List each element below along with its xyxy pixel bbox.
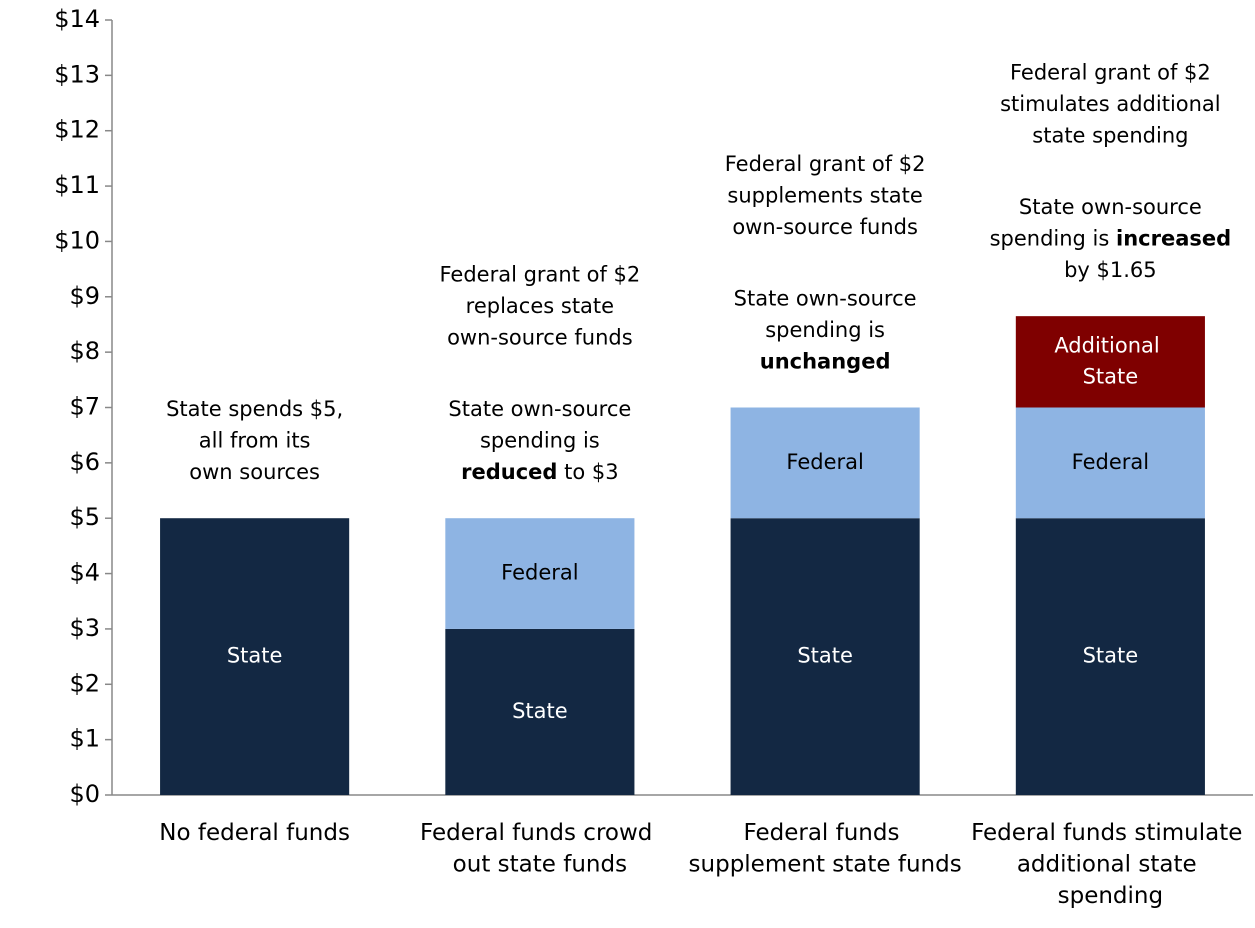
annotation-text: State own-source bbox=[1019, 195, 1202, 219]
annotation-text: spending is bbox=[990, 227, 1110, 251]
y-tick-label: $2 bbox=[69, 669, 100, 697]
annotation-text: Federal grant of $2 bbox=[439, 263, 640, 287]
annotation-text: own-source funds bbox=[447, 326, 633, 350]
annotation: State own-source bbox=[1019, 195, 1202, 219]
annotation-text: own-source funds bbox=[732, 215, 918, 239]
annotation: Federal grant of $2 bbox=[1010, 61, 1211, 85]
annotation: State own-source bbox=[734, 287, 917, 311]
y-tick-label: $8 bbox=[69, 337, 100, 365]
annotation: own-source funds bbox=[732, 215, 918, 239]
segment-label: State bbox=[1083, 644, 1139, 668]
annotation-text: Federal grant of $2 bbox=[725, 152, 926, 176]
annotation-text: all from its bbox=[199, 429, 311, 453]
y-tick-label: $9 bbox=[69, 282, 100, 310]
annotation-text: unchanged bbox=[760, 350, 891, 374]
y-tick-label: $11 bbox=[54, 171, 100, 199]
annotation-text: Federal grant of $2 bbox=[1010, 61, 1211, 85]
annotation: own sources bbox=[189, 460, 320, 484]
y-tick-label: $3 bbox=[69, 614, 100, 642]
y-tick-label: $1 bbox=[69, 725, 100, 753]
annotation-text: increased bbox=[1116, 227, 1231, 251]
y-tick-label: $14 bbox=[54, 5, 100, 33]
bar-segment bbox=[1015, 518, 1205, 795]
segment-label: State bbox=[512, 699, 568, 723]
y-tick-label: $13 bbox=[54, 60, 100, 88]
y-tick-label: $6 bbox=[69, 448, 100, 476]
annotation-text: replaces state bbox=[466, 294, 614, 318]
annotation: supplements state bbox=[727, 184, 922, 208]
annotation-text: spending is bbox=[765, 318, 885, 342]
annotation-text: State own-source bbox=[448, 397, 631, 421]
annotation: replaces state bbox=[466, 294, 614, 318]
annotation: spending is bbox=[765, 318, 885, 342]
annotation-text: State own-source bbox=[734, 287, 917, 311]
segment-label: Federal bbox=[501, 561, 578, 585]
annotation-text: spending is bbox=[480, 429, 600, 453]
annotation: State spends $5, bbox=[166, 397, 343, 421]
annotation-text: state spending bbox=[1032, 124, 1188, 148]
annotation-text: supplements state bbox=[727, 184, 922, 208]
bar-segment bbox=[1015, 316, 1205, 408]
x-tick-label: Federal funds supplement state funds bbox=[689, 820, 962, 878]
x-tick-label: Federal funds crowd out state funds bbox=[420, 820, 660, 878]
segment-label: State bbox=[227, 644, 283, 668]
annotation: Federal grant of $2 bbox=[725, 152, 926, 176]
segment-label: Federal bbox=[1072, 450, 1149, 474]
bar-segment bbox=[445, 518, 635, 629]
annotation: reduced to $3 bbox=[461, 460, 618, 484]
y-tick-label: $4 bbox=[69, 559, 100, 587]
y-tick-label: $12 bbox=[54, 116, 100, 144]
y-tick-label: $7 bbox=[69, 393, 100, 421]
x-tick-label: No federal funds bbox=[159, 820, 350, 846]
annotation: State own-source bbox=[448, 397, 631, 421]
annotation: stimulates additional bbox=[1000, 92, 1221, 116]
annotation-text: State spends $5, bbox=[166, 397, 343, 421]
annotation-text: own sources bbox=[189, 460, 320, 484]
y-tick-label: $10 bbox=[54, 226, 100, 254]
annotation: spending is bbox=[480, 429, 600, 453]
y-tick-label: $5 bbox=[69, 503, 100, 531]
annotation: by $1.65 bbox=[1064, 258, 1157, 282]
annotation-text: stimulates additional bbox=[1000, 92, 1221, 116]
annotation: unchanged bbox=[760, 350, 891, 374]
segment-label: Additional State bbox=[1054, 333, 1166, 388]
annotation: all from its bbox=[199, 429, 311, 453]
bar-segment bbox=[730, 407, 920, 519]
segment-label: Federal bbox=[786, 450, 863, 474]
annotation: spending is increased bbox=[990, 227, 1232, 251]
annotation: Federal grant of $2 bbox=[439, 263, 640, 287]
bar-segment bbox=[160, 518, 350, 795]
y-tick-label: $0 bbox=[69, 780, 100, 808]
segment-label: State bbox=[797, 644, 853, 668]
annotation-text: to $3 bbox=[564, 460, 618, 484]
bar-segment bbox=[730, 518, 920, 795]
annotation: state spending bbox=[1032, 124, 1188, 148]
annotation-text: reduced bbox=[461, 460, 557, 484]
annotation: own-source funds bbox=[447, 326, 633, 350]
x-tick-label: Federal funds stimulate additional state… bbox=[971, 820, 1250, 909]
bar-segment bbox=[445, 628, 635, 795]
annotation-text: by $1.65 bbox=[1064, 258, 1157, 282]
bar-segment bbox=[1015, 407, 1205, 519]
